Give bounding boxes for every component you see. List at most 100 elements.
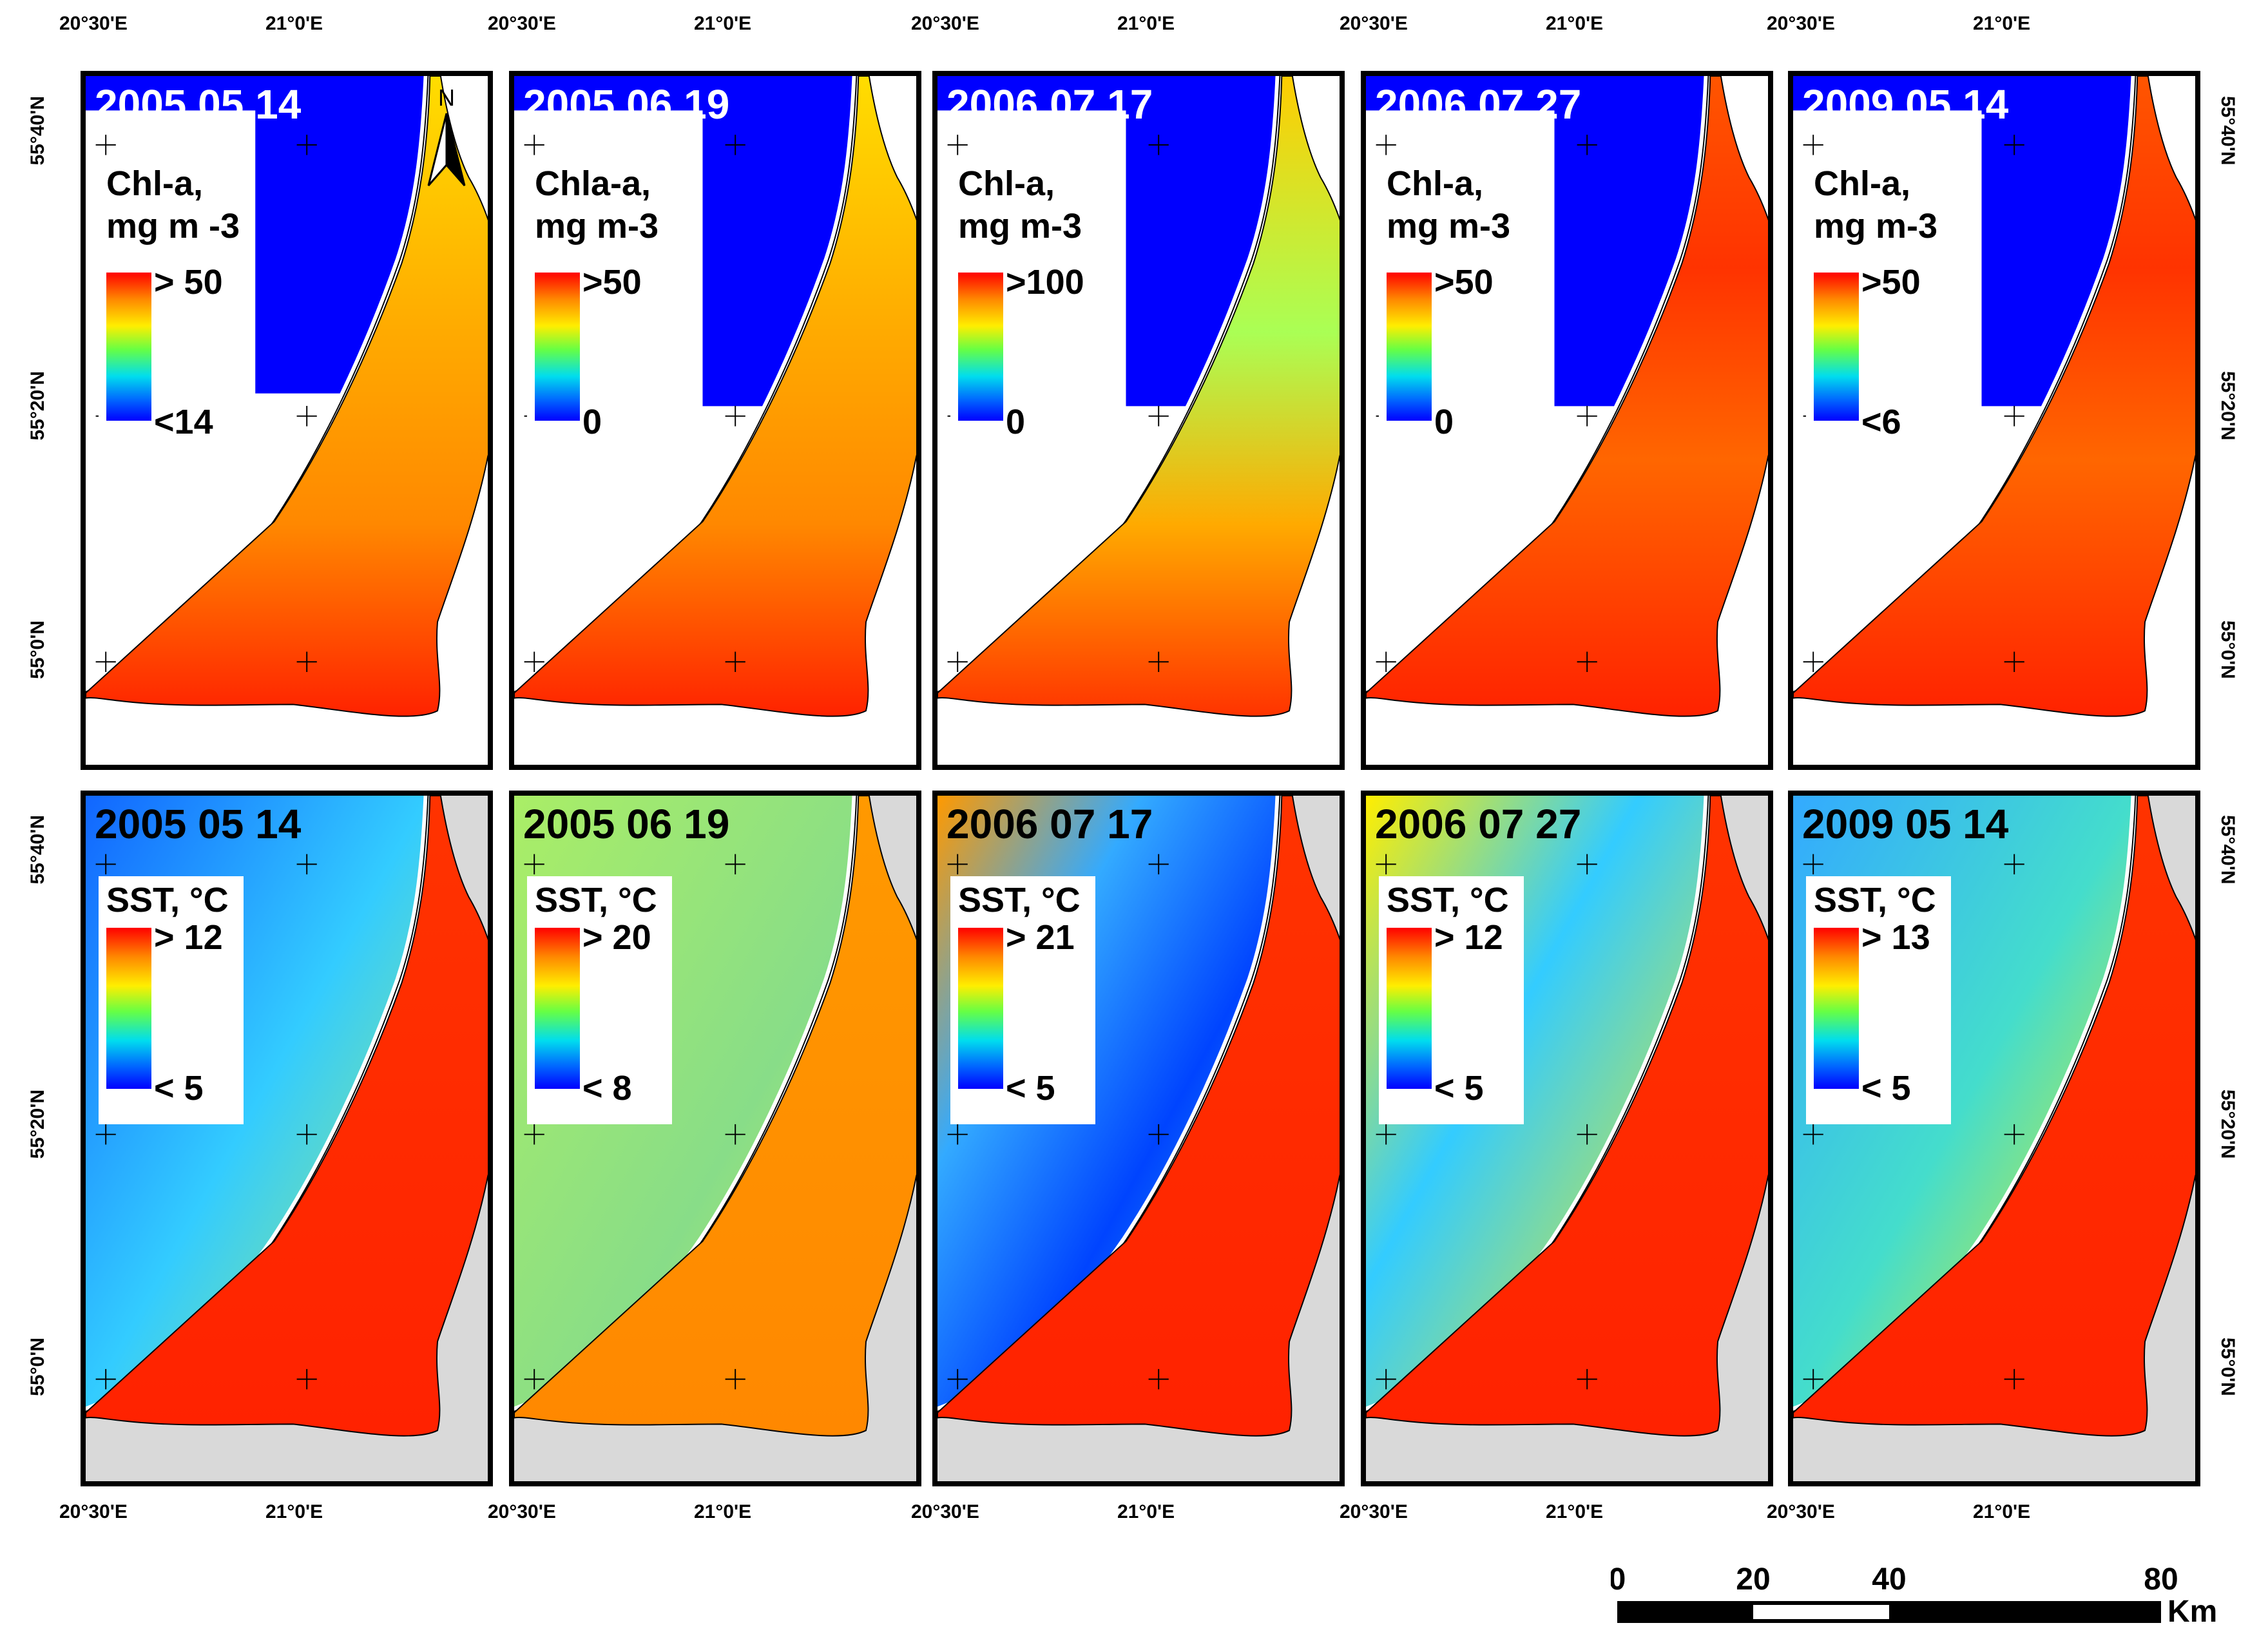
graticule-cross <box>296 1124 317 1145</box>
legend-min-label: < 5 <box>154 1069 204 1108</box>
legend-color-ramp <box>1814 928 1859 1089</box>
graticule-cross <box>95 651 116 673</box>
panel-date: 2006 07 27 <box>1375 81 1582 128</box>
color-legend: Chl-a, mg m-3 >50 <6 <box>1806 160 1948 446</box>
graticule-cross <box>1577 1368 1597 1390</box>
legend-min-label: <14 <box>154 403 213 441</box>
graticule-cross <box>725 135 745 155</box>
longitude-label: 21°0'E <box>1117 1501 1175 1522</box>
latitude-label: 55°40'N <box>2217 95 2238 166</box>
longitude-label: 21°0'E <box>694 13 752 34</box>
scale-label: 0 <box>1611 1562 1626 1597</box>
longitude-label: 21°0'E <box>1546 13 1604 34</box>
legend-title: SST, °C <box>1814 881 1936 919</box>
lagoon <box>1366 76 1768 717</box>
legend-title: Chl-a, mg m-3 <box>1814 164 1938 245</box>
panel-date: 2009 05 14 <box>1802 801 2009 847</box>
legend-color-ramp <box>1387 928 1432 1089</box>
lagoon <box>937 796 1340 1437</box>
map-panel-sst-1: 2005 05 14 SST, °C > 12 < 5 <box>81 791 493 1486</box>
graticule-cross <box>1148 854 1169 875</box>
legend-color-ramp <box>106 928 151 1089</box>
color-legend: SST, °C > 13 < 5 <box>1806 876 1951 1124</box>
graticule-cross <box>1148 651 1169 673</box>
longitude-label: 21°0'E <box>1973 1501 2031 1522</box>
legend-color-ramp <box>958 273 1003 421</box>
legend-max-label: > 12 <box>1434 918 1503 957</box>
color-legend: Chla-a, mg m-3 >50 0 <box>527 160 669 446</box>
latitude-label: 55°20'N <box>2217 370 2238 441</box>
lagoon <box>514 796 916 1437</box>
legend-title: Chl-a, mg m-3 <box>958 164 1082 245</box>
graticule-cross <box>95 1124 116 1145</box>
legend-color-ramp <box>535 928 580 1089</box>
color-legend: SST, °C > 20 < 8 <box>527 876 672 1124</box>
graticule-cross <box>947 1368 968 1390</box>
panel-date: 2005 06 19 <box>523 801 730 847</box>
graticule-cross <box>947 854 968 875</box>
graticule-cross <box>296 651 317 673</box>
north-arrow-icon: N <box>427 84 466 186</box>
legend-min-label: < 5 <box>1861 1069 1911 1108</box>
latitude-label: 55°0'N <box>2217 1338 2238 1397</box>
scale-segment <box>1753 1605 1889 1619</box>
map-panel-sst-4: 2006 07 27 SST, °C > 12 < 5 <box>1361 791 1773 1486</box>
graticule-cross <box>2004 651 2024 673</box>
legend-title: SST, °C <box>958 881 1081 919</box>
legend-max-label: >50 <box>582 263 642 302</box>
north-label: N <box>438 84 455 111</box>
panel-date: 2009 05 14 <box>1802 81 2009 128</box>
map-panel-sst-2: 2005 06 19 SST, °C > 20 < 8 <box>509 791 921 1486</box>
graticule-cross <box>524 135 544 155</box>
latitude-label: 55°20'N <box>27 370 48 441</box>
map-panel-sst-5: 2009 05 14 SST, °C > 13 < 5 <box>1788 791 2200 1486</box>
longitude-label: 20°30'E <box>488 1501 556 1522</box>
graticule-cross <box>296 854 317 875</box>
latitude-label: 55°40'N <box>27 815 48 885</box>
longitude-label: 20°30'E <box>911 13 979 34</box>
panel-date: 2005 05 14 <box>95 801 302 847</box>
longitude-label: 20°30'E <box>1767 1501 1835 1522</box>
legend-min-label: < 5 <box>1006 1069 1055 1108</box>
panel-date: 2005 05 14 <box>95 81 302 128</box>
legend-min-label: 0 <box>1006 403 1026 441</box>
open-sea-top <box>1793 76 1982 111</box>
latitude-label: 55°0'N <box>2217 620 2238 679</box>
scale-label: 20 <box>1736 1562 1770 1597</box>
legend-max-label: >50 <box>1861 263 1921 302</box>
color-legend: Chl-a, mg m -3 > 50 <14 <box>99 160 240 446</box>
graticule-cross <box>1376 1124 1396 1145</box>
panel-date: 2006 07 17 <box>947 801 1153 847</box>
panel-date: 2006 07 17 <box>947 81 1153 128</box>
graticule-cross <box>1148 406 1169 427</box>
graticule-cross <box>947 651 968 673</box>
open-sea-top <box>1366 76 1555 111</box>
legend-max-label: > 50 <box>154 263 223 302</box>
lagoon <box>86 796 488 1437</box>
graticule-cross <box>1148 1124 1169 1145</box>
graticule-cross <box>1577 135 1597 155</box>
graticule-cross <box>1376 854 1396 875</box>
graticule-cross <box>1803 651 1823 673</box>
longitude-label: 21°0'E <box>265 1501 323 1522</box>
graticule-cross <box>1577 651 1597 673</box>
legend-max-label: > 20 <box>582 918 651 957</box>
graticule-cross <box>1577 406 1597 427</box>
lagoon <box>514 76 916 717</box>
legend-title: SST, °C <box>535 881 657 919</box>
graticule-cross <box>1148 1368 1169 1390</box>
graticule-cross <box>1376 651 1396 673</box>
longitude-label: 20°30'E <box>911 1501 979 1522</box>
longitude-label: 21°0'E <box>694 1501 752 1522</box>
legend-max-label: >100 <box>1006 263 1084 302</box>
latitude-label: 55°20'N <box>27 1089 48 1159</box>
graticule-cross <box>947 1124 968 1145</box>
longitude-label: 20°30'E <box>1340 13 1408 34</box>
color-legend: Chl-a, mg m-3 >50 0 <box>1379 160 1521 446</box>
legend-color-ramp <box>1814 273 1859 421</box>
latitude-label: 55°40'N <box>2217 815 2238 885</box>
graticule-cross <box>95 854 116 875</box>
north-arrow: N <box>421 82 472 192</box>
legend-min-label: < 5 <box>1434 1069 1484 1108</box>
